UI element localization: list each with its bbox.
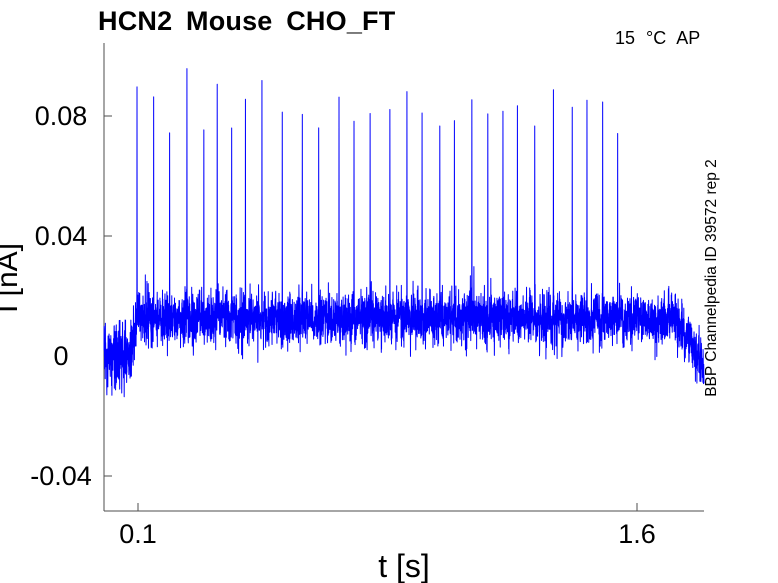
svg-text:I [nA]: I [nA]	[0, 243, 24, 313]
svg-text:BBP Channelpedia ID 39572 rep: BBP Channelpedia ID 39572 rep 2	[703, 159, 720, 397]
